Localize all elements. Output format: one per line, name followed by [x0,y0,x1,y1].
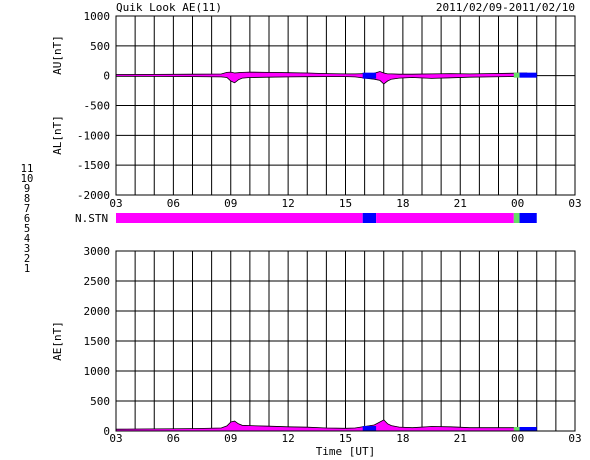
y-tick-label: 500 [90,40,110,53]
x-tick-label: 12 [282,197,295,210]
ae-overlay-segment [519,427,537,431]
y-tick-label: 0 [103,425,110,438]
station-bar-label: N.STN [75,212,108,225]
chart-title: Quik Look AE(11) [116,1,222,14]
station-count-bar: N.STN [75,212,537,225]
legend-item-2: 2 [24,253,30,265]
legend-item-4: 4 [24,233,30,245]
date-range: 2011/02/09-2011/02/10 [436,1,575,14]
legend-item-9: 9 [24,183,30,195]
station-segment [376,213,514,223]
x-tick-label: 06 [167,197,180,210]
ae-overlay-segment [513,427,520,431]
legend-item-8: 8 [24,193,30,205]
x-tick-label: 18 [396,197,409,210]
x-tick-label: 03 [109,197,122,210]
ae-overlay-segment [362,426,377,431]
x-tick-label: 12 [282,432,295,445]
y-axis-label-au: AU[nT] [51,35,64,75]
x-tick-label: 21 [454,197,467,210]
x-tick-label: 09 [224,432,237,445]
au-line [115,71,528,75]
x-tick-label: 00 [511,197,524,210]
au-al-overlay-segment [513,72,520,78]
y-tick-label: 2500 [84,275,111,288]
x-tick-label: 03 [109,432,122,445]
au-al-overlay-segment [362,72,377,79]
legend-item-6: 6 [24,213,30,225]
station-segment [519,213,537,223]
ae-line [115,419,528,430]
x-tick-label: 09 [224,197,237,210]
x-tick-label: 18 [396,432,409,445]
y-tick-label: 2000 [84,305,111,318]
y-tick-label: 3000 [84,245,111,258]
legend-item-7: 7 [24,203,30,215]
y-axis-label-ae: AE[nT] [51,321,64,361]
y-tick-label: 1000 [84,365,111,378]
legend-item-5: 5 [24,223,30,235]
y-tick-label: -2000 [77,189,110,202]
x-axis-label: Time [UT] [316,445,376,458]
y-tick-label: -1500 [77,159,110,172]
x-tick-label: 00 [511,432,524,445]
y-tick-label: 1500 [84,335,111,348]
station-segment [116,213,363,223]
x-tick-label: 15 [339,197,352,210]
station-segment [362,213,377,223]
panel-frame [115,250,576,432]
x-tick-label: 15 [339,432,352,445]
station-segment [513,213,520,223]
ae-area [115,419,528,432]
panel-frame [115,15,576,196]
legend-item-3: 3 [24,243,30,255]
x-tick-label: 03 [568,432,581,445]
legend-item-1: 1 [24,263,30,275]
legend-item-10: 10 [21,173,34,185]
x-tick-label: 06 [167,432,180,445]
y-tick-label: -500 [84,100,111,113]
y-axis-label-al: AL[nT] [51,115,64,155]
x-tick-label: 03 [568,197,581,210]
y-tick-label: 0 [103,70,110,83]
au-al-overlay-segment [519,72,537,78]
al-line [115,75,528,85]
x-tick-label: 21 [454,432,467,445]
y-tick-label: -1000 [77,129,110,142]
y-tick-label: 500 [90,395,110,408]
y-tick-label: 1000 [84,10,111,23]
legend-item-11: 11 [21,163,34,175]
